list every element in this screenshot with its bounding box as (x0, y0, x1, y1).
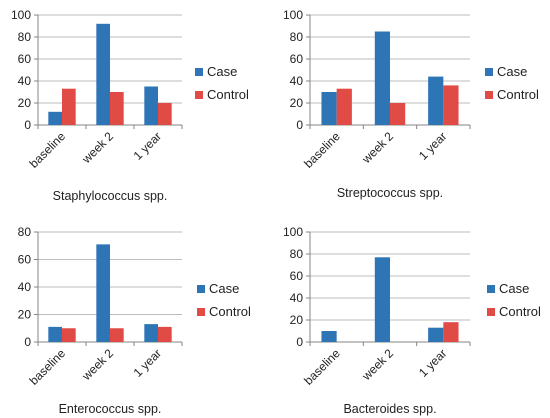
y-tick-label: 20 (18, 96, 32, 110)
legend-label-control: Control (497, 87, 539, 102)
bar-control-1-year (158, 103, 172, 125)
bar-case-baseline (321, 92, 337, 125)
y-tick-label: 20 (18, 308, 32, 322)
y-tick-label: 0 (24, 335, 31, 349)
x-tick-label: week 2 (359, 346, 397, 384)
chart-panel-2: 0 20 40 60 80 100 baseline week 2 1 year Case Cont… (283, 8, 539, 200)
chart-title: Enterococcus spp. (59, 402, 162, 416)
bar-case-week-2 (96, 244, 110, 342)
bar-control-baseline (62, 328, 76, 342)
bar-case-1-year (144, 86, 158, 125)
bar-control-baseline (62, 88, 76, 125)
y-tick-label: 60 (290, 269, 304, 283)
y-tick-label: 40 (18, 74, 32, 88)
y-tick-label: 40 (18, 280, 32, 294)
legend-swatch-case (195, 68, 203, 76)
x-tick-label: 1 year (416, 129, 449, 162)
x-tick-label: week 2 (79, 346, 117, 384)
bar-case-week-2 (96, 23, 110, 125)
bar-case-week-2 (374, 31, 390, 125)
bar-control-week-2 (390, 103, 406, 125)
y-tick-label: 60 (18, 52, 32, 66)
y-tick-label: 100 (283, 225, 303, 239)
chart-title: Staphylococcus spp. (53, 189, 168, 203)
y-tick-label: 80 (290, 30, 304, 44)
legend-label-case: Case (499, 281, 529, 296)
legend-label-case: Case (207, 64, 237, 79)
legend-swatch-case (485, 68, 493, 76)
legend-label-case: Case (497, 64, 527, 79)
x-tick-label: baseline (301, 346, 343, 388)
legend-swatch-control (487, 308, 495, 316)
bar-case-week-2 (374, 257, 390, 342)
chart-panel-4: 0 20 40 60 80 100 baseline week 2 1 year Case Cont… (283, 225, 541, 416)
chart-title: Streptococcus spp. (337, 186, 443, 200)
x-tick-label: baseline (27, 346, 69, 388)
x-tick-label: baseline (301, 129, 343, 171)
x-tick-label: week 2 (359, 129, 397, 167)
y-tick-label: 80 (18, 30, 32, 44)
bar-case-1-year (428, 327, 444, 342)
legend-label-control: Control (207, 87, 249, 102)
y-tick-label: 60 (18, 253, 32, 267)
chart-panel-1: 0 20 40 60 80 100 baseline week 2 1 year Case Cont… (11, 8, 249, 203)
legend-swatch-control (195, 91, 203, 99)
legend-swatch-control (197, 308, 205, 316)
bar-control-week-2 (110, 328, 124, 342)
y-tick-label: 100 (11, 8, 31, 22)
y-tick-label: 0 (24, 118, 31, 132)
y-tick-label: 60 (290, 52, 304, 66)
legend-swatch-control (485, 91, 493, 99)
chart-panel-3: 0 20 40 60 80 baseline week 2 1 year Case Control… (18, 225, 251, 416)
y-tick-label: 0 (296, 335, 303, 349)
y-tick-label: 100 (283, 8, 303, 22)
legend-label-case: Case (209, 281, 239, 296)
y-tick-label: 0 (296, 118, 303, 132)
legend-swatch-case (197, 285, 205, 293)
bar-control-baseline (336, 88, 352, 125)
legend-swatch-case (487, 285, 495, 293)
bar-case-baseline (321, 331, 337, 342)
bar-case-baseline (48, 111, 62, 125)
y-tick-label: 40 (290, 74, 304, 88)
x-tick-label: 1 year (416, 346, 449, 379)
y-tick-label: 20 (290, 313, 304, 327)
bar-case-1-year (144, 324, 158, 342)
bar-case-baseline (48, 326, 62, 342)
y-tick-label: 20 (290, 96, 304, 110)
bar-control-1-year (158, 326, 172, 342)
legend-label-control: Control (499, 304, 541, 319)
chart-title: Bacteroides spp. (343, 402, 436, 416)
x-tick-label: 1 year (131, 346, 164, 379)
y-tick-label: 40 (290, 291, 304, 305)
x-tick-label: week 2 (79, 129, 117, 167)
x-tick-label: baseline (27, 129, 69, 171)
bar-control-1-year (443, 322, 459, 342)
bar-control-1-year (443, 85, 459, 125)
legend-label-control: Control (209, 304, 251, 319)
bar-case-1-year (428, 76, 444, 125)
bar-control-week-2 (110, 92, 124, 125)
y-tick-label: 80 (18, 225, 32, 239)
x-tick-label: 1 year (131, 129, 164, 162)
y-tick-label: 80 (290, 247, 304, 261)
